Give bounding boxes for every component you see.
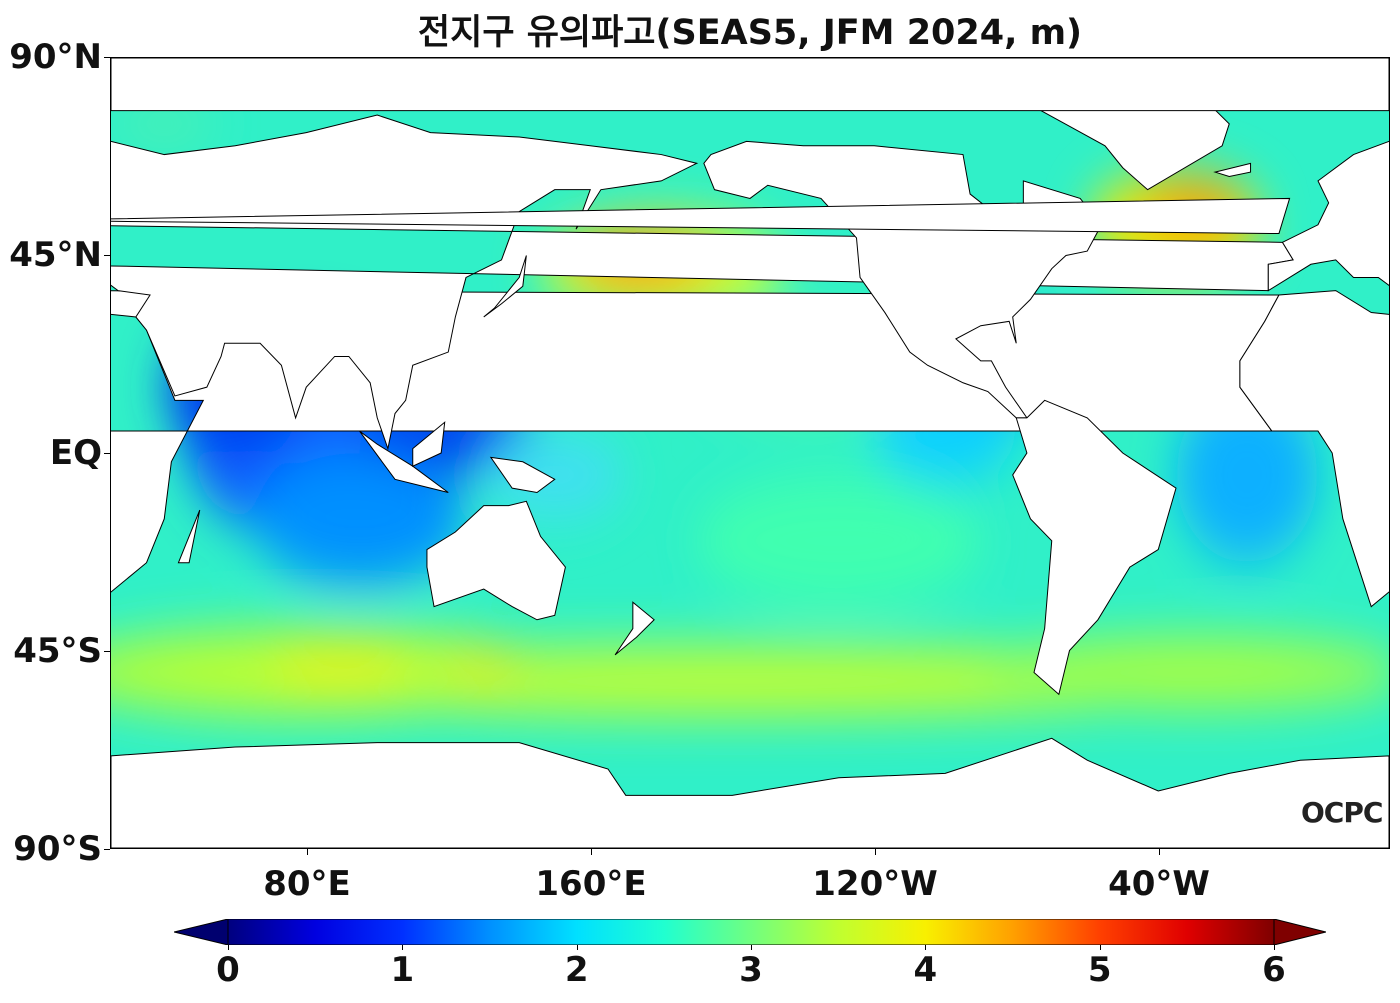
lon-tick — [591, 849, 592, 855]
lat-tick — [104, 651, 110, 652]
wave-height-region — [270, 646, 413, 682]
lon-label: 160°E — [535, 864, 647, 904]
colorbar-tick-label: 3 — [739, 950, 763, 990]
colorbar-tick-label: 5 — [1087, 950, 1112, 990]
colorbar-under-triangle — [174, 919, 229, 945]
south-america — [1013, 400, 1176, 694]
colorbar-tick — [925, 945, 927, 950]
land-coastlines — [111, 58, 1389, 848]
colorbar-tick — [1099, 945, 1101, 950]
lon-label: 120°W — [812, 864, 938, 904]
colorbar-tick — [576, 945, 578, 950]
colorbar-tick-label: 0 — [216, 950, 240, 990]
lat-tick — [104, 255, 110, 256]
lat-tick — [104, 57, 110, 58]
colorbar-tick — [228, 945, 229, 950]
lon-tick — [1159, 849, 1160, 855]
lon-label: 80°E — [263, 864, 351, 904]
lat-label: 90°N — [9, 37, 102, 77]
borneo — [413, 422, 445, 466]
lat-label: 45°S — [13, 631, 102, 671]
japan — [484, 256, 527, 317]
north-america — [704, 141, 1102, 418]
lon-tick — [307, 849, 308, 855]
colorbar — [174, 919, 1326, 945]
wave-height-map — [111, 58, 1389, 848]
lat-tick — [104, 849, 110, 850]
britain — [111, 198, 1290, 233]
indonesia — [360, 431, 449, 492]
wave-height-region — [441, 650, 527, 677]
new-guinea — [491, 457, 555, 492]
australia — [427, 501, 565, 620]
wave-height-region — [980, 637, 1389, 708]
antarctica — [111, 738, 1389, 848]
map-title: 전지구 유의파고(SEAS5, JFM 2024, m) — [417, 13, 1083, 53]
colorbar-tick-label: 4 — [913, 950, 938, 990]
colorbar-tick — [1274, 945, 1275, 950]
colorbar-tick-label: 2 — [564, 950, 589, 990]
colorbar-tick-label: 1 — [390, 950, 415, 990]
map-plot-area: OCPC — [110, 57, 1390, 849]
lat-label: EQ — [49, 433, 102, 473]
iceland — [1215, 163, 1251, 176]
arctic-ice — [111, 58, 1389, 111]
ocpc-logo: OCPC — [1301, 796, 1383, 829]
wave-height-region — [483, 431, 626, 519]
europe-wrap — [1268, 115, 1389, 449]
wave-height-region — [111, 106, 218, 142]
colorbar-tick — [402, 945, 404, 950]
lat-label: 45°N — [9, 235, 102, 275]
lon-tick — [875, 849, 876, 855]
colorbar-gradient — [227, 919, 1275, 945]
colorbar-over-triangle — [1273, 919, 1326, 945]
lat-tick — [104, 453, 110, 454]
wave-height-region — [253, 453, 466, 585]
africa-wrap — [1240, 291, 1389, 607]
lat-label: 90°S — [13, 829, 102, 869]
colorbar-tick — [751, 945, 752, 950]
colorbar-tick-label: 6 — [1262, 950, 1286, 990]
wave-height-region — [696, 474, 981, 607]
eurasia — [111, 115, 1293, 449]
madagascar — [178, 510, 199, 563]
lon-label: 40°W — [1108, 864, 1210, 904]
new-zealand — [615, 602, 654, 655]
